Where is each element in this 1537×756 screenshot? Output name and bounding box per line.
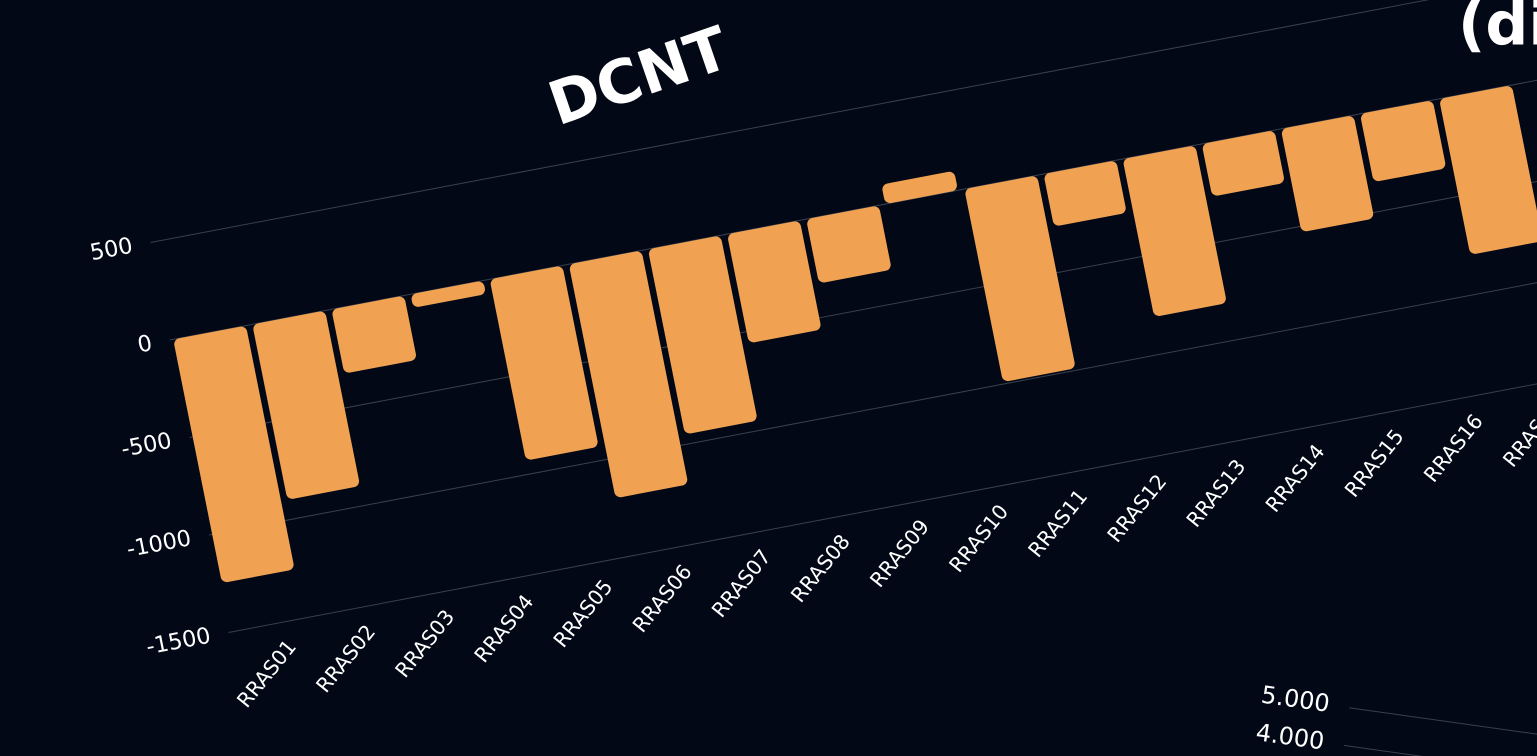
chart-title: (di — [1458, 0, 1537, 60]
bar — [411, 281, 485, 307]
grid-line — [208, 211, 1537, 536]
bar — [882, 171, 957, 204]
grid-line — [1343, 744, 1537, 756]
bar — [490, 266, 598, 460]
bar — [1123, 146, 1226, 316]
grid-line — [228, 309, 1537, 633]
bar — [1361, 101, 1446, 182]
bar — [648, 236, 757, 434]
bar — [1281, 116, 1374, 232]
bar — [965, 176, 1075, 382]
bar — [728, 221, 821, 343]
bar — [807, 206, 891, 283]
y-tick-label: 0 — [135, 330, 154, 358]
grid-line — [150, 0, 1537, 243]
bar — [1044, 161, 1126, 226]
bar — [253, 311, 360, 499]
bar — [569, 251, 688, 498]
bar — [1202, 131, 1284, 196]
bar — [1440, 86, 1537, 254]
bar — [332, 296, 416, 373]
bar — [174, 326, 294, 583]
grid-line — [1349, 707, 1537, 744]
